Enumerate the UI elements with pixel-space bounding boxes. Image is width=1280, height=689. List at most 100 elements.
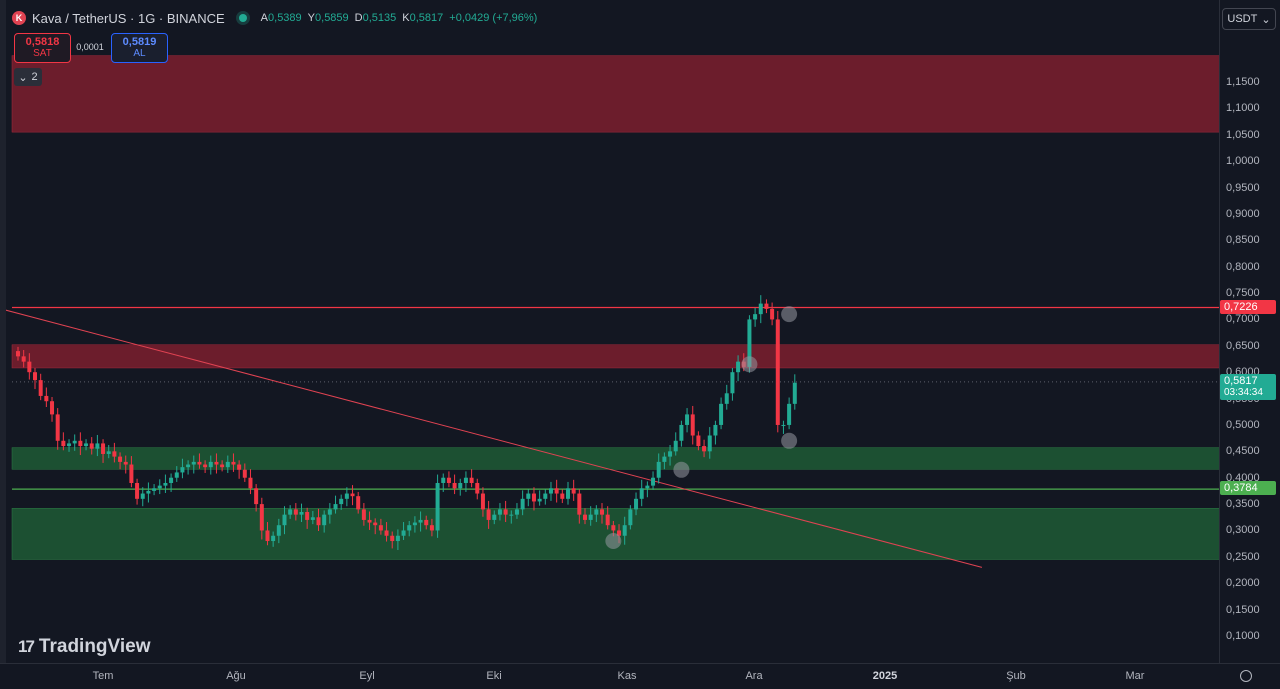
candle-body-73 [429,525,434,531]
countdown-label: 03:34:34 [1224,386,1263,398]
y-tick-label: 0,9000 [1226,207,1260,220]
candle-body-61 [361,509,366,520]
candle-body-115 [668,451,673,457]
candle-body-92 [537,498,542,502]
ohlc-open: A0,5389 [260,12,302,24]
y-tick-label: 1,0500 [1226,128,1260,141]
candle-body-30 [186,464,191,468]
candle-body-118 [685,414,690,425]
candle-body-65 [384,530,389,536]
ohlc-change: +0,0429 (+7,96%) [449,12,538,24]
candle-body-24 [152,488,157,491]
candle-body-28 [174,472,179,478]
x-tick-label: Şub [1006,670,1026,682]
candle-body-60 [356,496,361,510]
settings-icon[interactable] [1240,670,1252,682]
candle-body-130 [753,314,758,320]
price-axis[interactable] [1219,0,1280,663]
sell-label: SAT [33,48,52,59]
marker-3 [781,306,798,323]
candle-body-37 [225,461,230,468]
candle-body-70 [412,522,417,526]
candle-body-22 [140,493,145,499]
candle-body-72 [424,519,429,526]
y-tick-label: 0,7500 [1226,287,1260,300]
candle-body-39 [237,464,242,470]
sell-price: 0,5818 [25,36,60,48]
y-tick-label: 0,4500 [1226,445,1260,458]
candle-body-6 [50,401,55,415]
candle-body-59 [350,493,355,497]
buy-button[interactable]: 0,5819 AL [111,33,168,63]
candle-body-132 [764,303,769,309]
x-tick-label: Eki [486,670,502,682]
candle-body-134 [775,319,780,425]
candle-body-111 [645,485,650,489]
symbol-legend[interactable]: K Kava / TetherUS · 1G · BINANCE A0,5389… [12,8,537,28]
candle-body-46 [276,525,281,536]
candle-body-53 [316,517,321,526]
price-chart[interactable] [6,0,1225,663]
candle-body-98 [571,488,576,494]
sell-button[interactable]: 0,5818 SAT [14,33,71,63]
candle-body-119 [690,414,695,436]
candle-body-124 [719,403,724,425]
candle-body-77 [452,482,457,489]
y-tick-label: 0,8000 [1226,260,1260,273]
time-axis[interactable] [0,663,1280,689]
tradingview-watermark[interactable]: 17 TradingView [18,636,151,658]
marker-4 [781,432,798,449]
x-tick-label: Tem [92,670,114,682]
candle-body-113 [656,461,661,478]
indicators-toggle-button[interactable]: ⌄ 2 [14,68,42,86]
level-price-tag: 0,3784 [1220,481,1276,496]
market-status-icon [238,14,247,22]
candle-body-67 [395,535,400,542]
candle-body-112 [651,477,656,486]
spread-value: 0,0001 [76,42,104,52]
candle-body-99 [577,493,582,515]
marker-2 [741,356,758,373]
candle-body-109 [634,498,639,510]
candle-body-101 [588,514,593,520]
candle-body-15 [101,443,106,454]
y-tick-label: 0,2500 [1226,550,1260,563]
candle-body-41 [248,477,253,489]
candle-body-116 [673,440,678,452]
candle-body-121 [702,446,707,452]
y-tick-label: 1,0000 [1226,155,1260,168]
candle-body-97 [565,488,570,499]
candle-body-102 [594,509,599,515]
resistance-zone-1 [11,344,1225,369]
candle-body-96 [560,493,565,499]
candle-body-75 [441,477,446,483]
y-tick-label: 1,1000 [1226,102,1260,115]
candle-body-1 [21,356,26,362]
candle-body-54 [322,514,327,526]
candle-body-14 [95,443,100,449]
candle-body-83 [486,509,491,520]
candle-body-50 [299,512,304,515]
candle-body-81 [475,482,480,494]
candle-body-55 [327,509,332,515]
chart-plot-area[interactable] [0,0,1225,663]
currency-button[interactable]: USDT ⌄ [1222,8,1276,30]
candle-body-90 [526,493,531,499]
candle-body-31 [191,461,196,465]
candle-body-110 [639,488,644,499]
candle-body-12 [84,443,89,447]
x-tick-label: 2025 [872,670,898,682]
trendline [6,309,983,568]
candle-body-135 [781,424,786,426]
currency-label: USDT [1227,13,1258,25]
symbol-title[interactable]: Kava / TetherUS · 1G · BINANCE [32,10,225,26]
y-tick-label: 0,1000 [1226,630,1260,642]
resistance-zone-0 [11,55,1225,133]
candle-body-56 [333,504,338,510]
candle-body-66 [390,535,395,542]
candle-body-74 [435,482,440,531]
candle-body-10 [72,440,77,444]
candle-body-64 [378,525,383,531]
candle-body-3 [33,372,38,381]
candle-body-20 [129,464,134,483]
